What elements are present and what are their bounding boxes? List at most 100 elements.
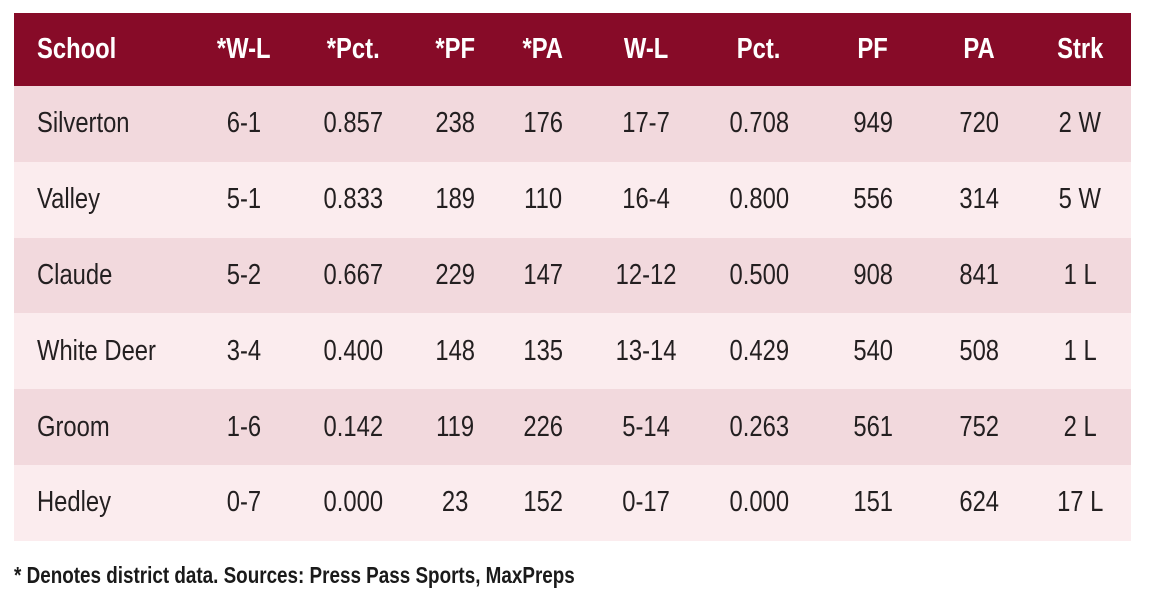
header-cell: PA [899,13,1059,86]
stat-cell: 752 [899,389,1059,465]
stat-cell: 314 [899,162,1059,238]
stat-cell: 226 [463,389,623,465]
header-cell: School [37,13,134,86]
stat-cell-text: 16-4 [622,183,670,216]
stat-cell-text: 752 [959,410,999,443]
stat-cell: 0.429 [679,313,839,389]
stat-cell: 17 L [1000,465,1153,541]
school-cell-text: White Deer [37,334,156,367]
stat-cell: 23 [375,465,535,541]
stat-cell-text: 2 L [1063,410,1097,443]
stat-cell-text: 3-4 [226,334,262,367]
stat-cell-text: 0.857 [323,107,383,140]
stat-cell: 624 [899,465,1059,541]
stat-cell: 0.833 [273,162,433,238]
stat-cell-text: 0.708 [729,107,789,140]
header-cell: Pct. [679,13,839,86]
header-cell-text: PF [857,33,889,65]
stat-cell: 2 W [1000,86,1153,162]
school-cell-text: Silverton [37,107,130,140]
stat-cell-text: 624 [959,486,999,519]
stat-cell: 119 [375,389,535,465]
header-cell-text: *W-L [217,33,271,65]
header-cell-text: *Pct. [326,33,380,65]
stat-cell-text: 229 [435,258,475,291]
footnote: * Denotes district data. Sources: Press … [14,562,698,589]
stat-cell-text: 176 [523,107,563,140]
school-cell: White Deer [37,313,182,389]
stat-cell-text: 0.000 [323,486,383,519]
header-cell: *W-L [164,13,324,86]
stat-cell-text: 5 W [1058,183,1102,216]
header-cell: *PF [375,13,535,86]
stat-cell: 0.263 [679,389,839,465]
header-row: School *W-L *Pct. *PF *PA W-L Pct. PF PA Strk [14,13,1131,86]
stat-cell-text: 556 [853,183,893,216]
stat-cell: 5 W [1000,162,1153,238]
stat-cell-text: 119 [436,410,474,443]
stat-cell: 5-2 [164,238,324,314]
header-cell-text: School [37,33,117,65]
stat-cell: 1 L [1000,313,1153,389]
school-cell-text: Groom [37,410,110,443]
header-cell-text: W-L [623,33,669,65]
school-cell: Silverton [37,86,150,162]
standings-table: School *W-L *Pct. *PF *PA W-L Pct. PF PA Strk Silv… [14,13,1131,541]
stat-cell: 720 [899,86,1059,162]
stat-cell: 841 [899,238,1059,314]
stat-cell: 6-1 [164,86,324,162]
stat-cell: 110 [463,162,623,238]
stat-cell: 176 [463,86,623,162]
stat-cell-text: 189 [435,183,475,216]
stat-cell-text: 841 [959,258,999,291]
school-cell: Groom [37,389,126,465]
stat-cell: 508 [899,313,1059,389]
stat-cell-text: 13-14 [615,334,677,367]
header-cell: W-L [566,13,726,86]
stat-cell: 0.800 [679,162,839,238]
table-row: Hedley 0-7 0.000 23 152 0-17 0.000 151 624 17 L [14,465,1131,541]
stat-cell: 0-17 [566,465,726,541]
stat-cell-text: 148 [435,334,475,367]
stat-cell-text: 508 [959,334,999,367]
header-cell: PF [793,13,953,86]
stat-cell: 5-14 [566,389,726,465]
stat-cell: 908 [793,238,953,314]
table-row: White Deer 3-4 0.400 148 135 13-14 0.429 540 508… [14,313,1131,390]
table-row: Valley 5-1 0.833 189 110 16-4 0.800 556 314 5 W [14,161,1131,238]
stat-cell-text: 110 [524,183,562,216]
school-cell: Hedley [37,465,127,541]
stat-cell-text: 949 [853,107,893,140]
stat-cell-text: 12-12 [615,258,677,291]
stat-cell-text: 0.800 [729,183,789,216]
stat-cell-text: 0.667 [323,258,383,291]
stat-cell: 0.708 [679,86,839,162]
stat-cell: 152 [463,465,623,541]
stat-cell-text: 314 [959,183,999,216]
stat-cell-text: 151 [853,486,893,519]
stat-cell-text: 5-2 [226,258,262,291]
school-cell: Claude [37,238,129,314]
stat-cell: 12-12 [566,238,726,314]
stat-cell: 189 [375,162,535,238]
stat-cell-text: 0.400 [323,334,383,367]
stat-cell-text: 0.429 [729,334,789,367]
stat-cell-text: 1 L [1063,258,1097,291]
stat-cell-text: 23 [441,486,469,519]
stat-cell-text: 5-1 [226,183,262,216]
stat-cell: 0.500 [679,238,839,314]
table-row: Silverton 6-1 0.857 238 176 17-7 0.708 949 720 2 … [14,86,1131,162]
stat-cell: 540 [793,313,953,389]
table-row: Groom 1-6 0.142 119 226 5-14 0.263 561 752 2 L [14,389,1131,465]
stat-cell: 0.667 [273,238,433,314]
stat-cell: 151 [793,465,953,541]
stat-cell-text: 0-17 [622,486,670,519]
stat-cell: 135 [463,313,623,389]
header-cell: Strk [1000,13,1153,86]
header-cell-text: *PF [435,33,475,65]
stat-cell: 0-7 [164,465,324,541]
school-cell-text: Hedley [37,486,112,519]
stat-cell-text: 147 [523,258,563,291]
stat-cell: 0.857 [273,86,433,162]
stat-cell-text: 17 L [1056,486,1104,519]
